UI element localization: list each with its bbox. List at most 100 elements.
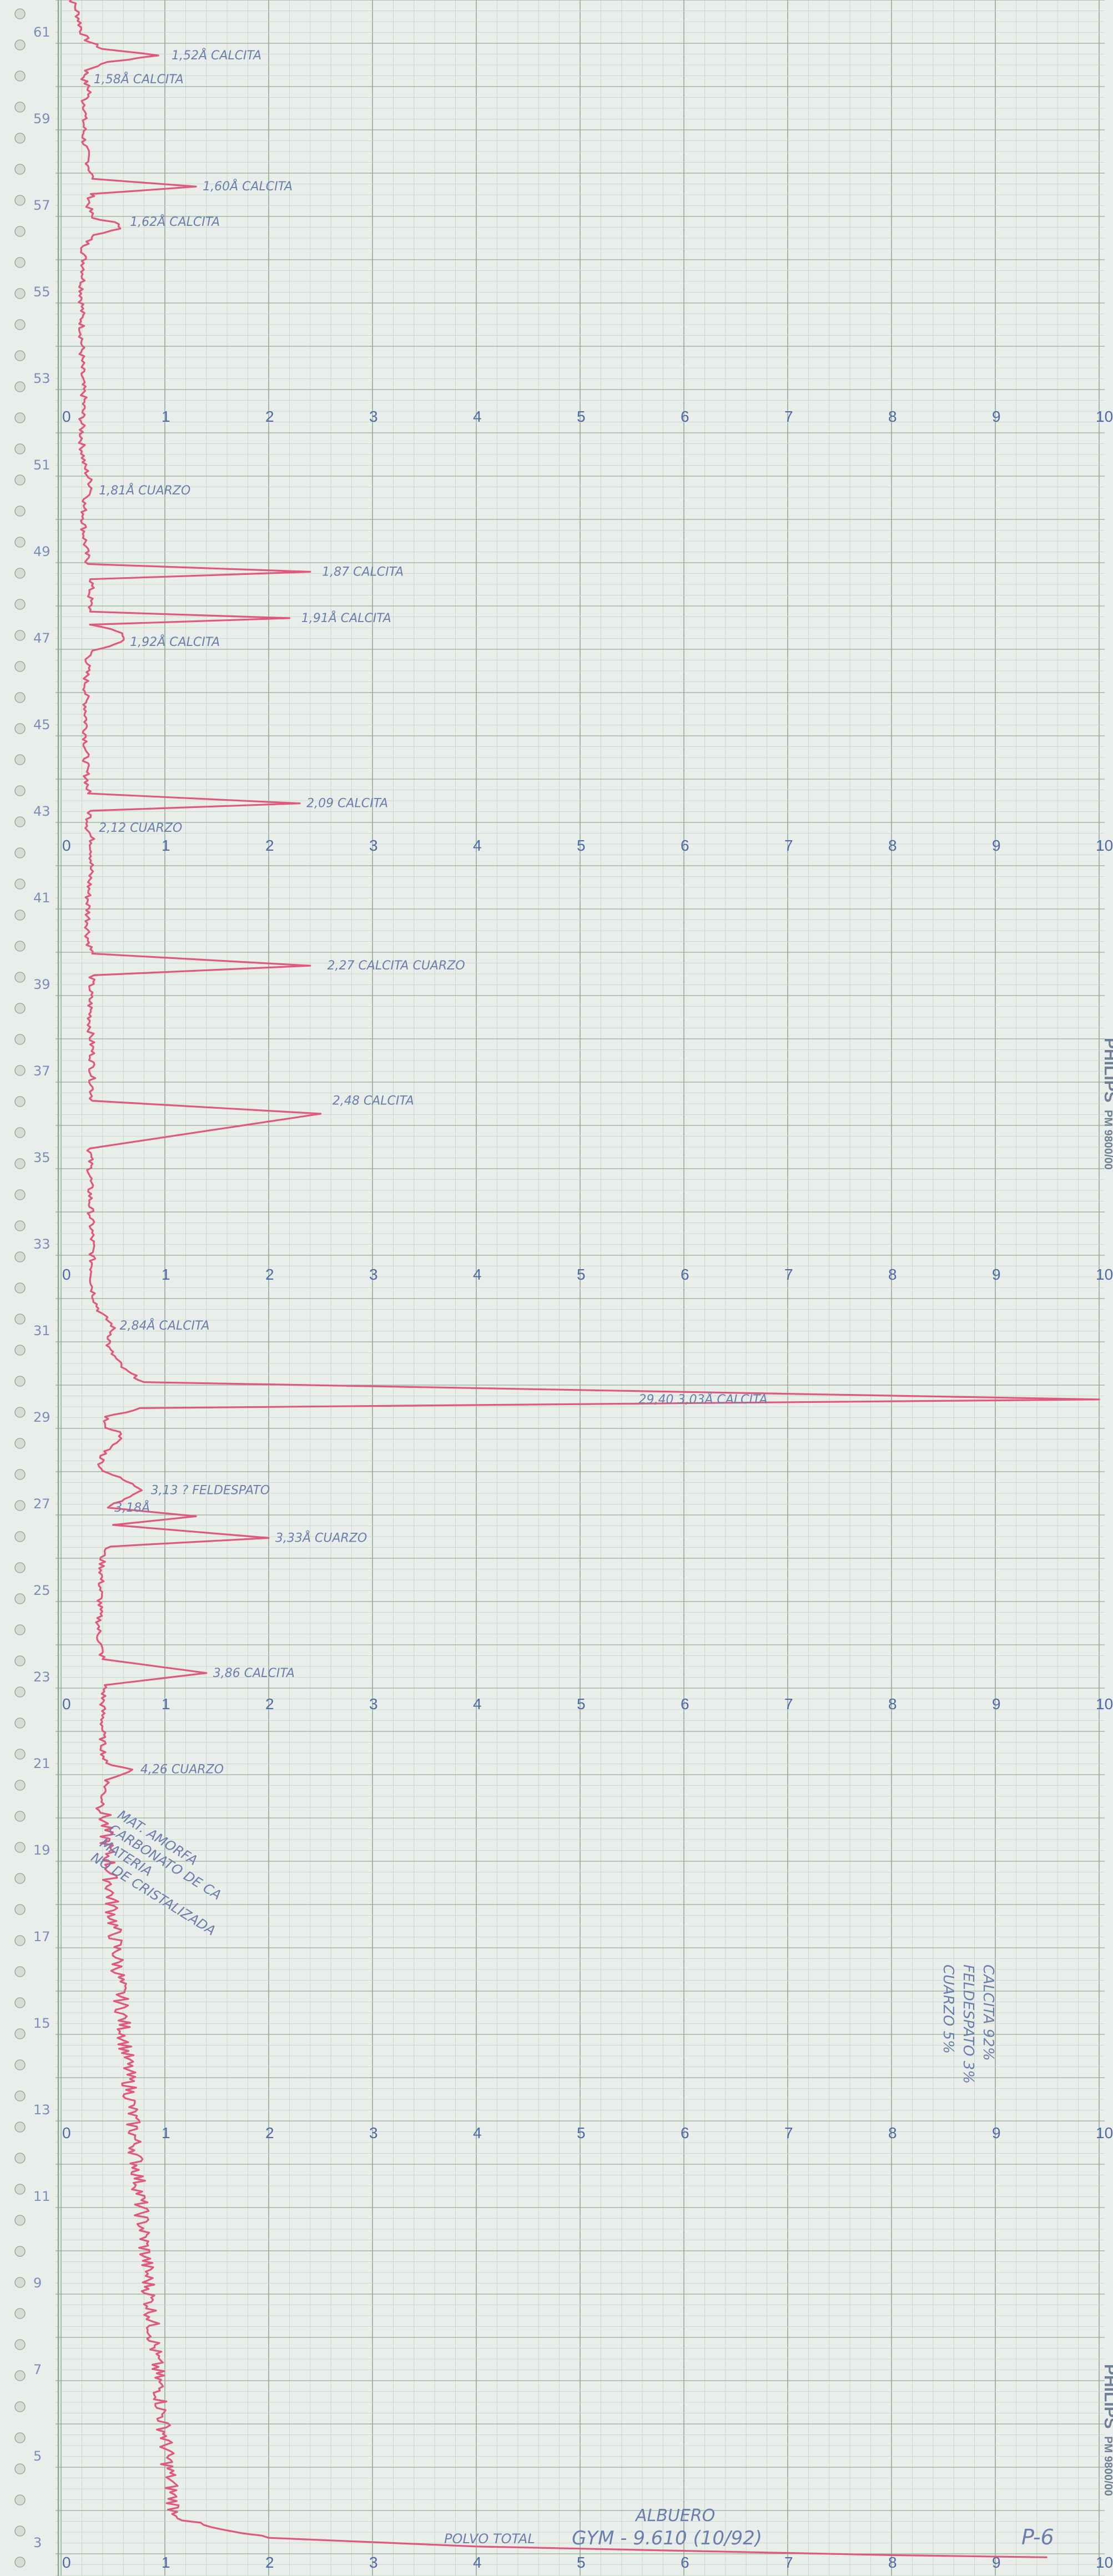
tick-label-intensity: 1	[162, 1266, 170, 1283]
peak-annotation: 29,40 3,03Å CALCITA	[639, 1392, 768, 1407]
peak-annotations: 1,52Å CALCITA 1,58Å CALCITA 1,60Å CALCITA 1…	[94, 48, 768, 1777]
sprocket-hole	[14, 2215, 26, 2226]
sprocket-hole	[14, 910, 26, 921]
footer-ref: GYM - 9.610 (10/92)	[572, 2527, 762, 2549]
sprocket-hole	[14, 1003, 26, 1014]
tick-label-two-theta: 51	[33, 457, 51, 473]
sprocket-hole	[14, 816, 26, 827]
tick-label-two-theta: 45	[33, 717, 51, 733]
tick-label-two-theta: 11	[33, 2189, 51, 2204]
tick-label-intensity: 4	[473, 2554, 482, 2571]
sprocket-hole	[14, 1034, 26, 1045]
tick-label-intensity: 1	[162, 1695, 170, 1713]
tick-label-intensity: 5	[577, 2554, 586, 2571]
sprocket-hole	[14, 39, 26, 50]
sprocket-hole	[14, 1282, 26, 1294]
tick-label-two-theta: 5	[33, 2448, 42, 2464]
tick-label-two-theta: 27	[33, 1496, 51, 1512]
peak-annotation: 1,60Å CALCITA	[203, 179, 293, 194]
tick-label-intensity: 3	[369, 1266, 378, 1283]
sprocket-hole	[14, 350, 26, 361]
sprocket-holes	[14, 8, 26, 2568]
chart-grid	[56, 0, 1105, 2576]
sprocket-hole	[14, 1624, 26, 1635]
peak-annotation: 3,33Å CUARZO	[275, 1530, 367, 1545]
tick-label-intensity: 6	[681, 1266, 689, 1283]
sprocket-hole	[14, 1718, 26, 1729]
tick-label-two-theta: 55	[33, 284, 51, 300]
sprocket-hole	[14, 599, 26, 610]
tick-label-intensity: 10	[1096, 1695, 1113, 1713]
tick-label-two-theta: 13	[33, 2102, 51, 2118]
tick-label-intensity: 7	[784, 2554, 793, 2571]
tick-label-intensity: 1	[162, 408, 170, 425]
composition-line: CALCITA 92%	[980, 1964, 996, 2061]
sprocket-hole	[14, 2557, 26, 2568]
tick-label-intensity: 10	[1096, 408, 1113, 425]
tick-label-intensity: 8	[888, 2124, 897, 2141]
tick-label-intensity: 3	[369, 837, 378, 854]
peak-annotation: 2,12 CUARZO	[99, 821, 182, 835]
tick-label-intensity: 7	[784, 1266, 793, 1283]
sprocket-hole	[14, 537, 26, 548]
tick-label-intensity: 6	[681, 2554, 689, 2571]
sprocket-hole	[14, 474, 26, 486]
tick-label-intensity: 5	[577, 2124, 586, 2141]
sprocket-hole	[14, 195, 26, 206]
sprocket-hole	[14, 381, 26, 392]
tick-label-intensity: 0	[62, 837, 71, 854]
sprocket-hole	[14, 164, 26, 175]
tick-label-two-theta: 21	[33, 1756, 51, 1771]
sprocket-hole	[14, 1749, 26, 1760]
sprocket-hole	[14, 1127, 26, 1138]
sprocket-hole	[14, 2370, 26, 2381]
sprocket-hole	[14, 2401, 26, 2412]
peak-annotation: 1,91Å CALCITA	[301, 610, 391, 625]
tick-label-intensity: 10	[1096, 2124, 1113, 2141]
tick-label-intensity: 2	[265, 837, 274, 854]
brand-maker: PHILIPS	[1101, 2364, 1113, 2429]
sprocket-hole	[14, 1314, 26, 1325]
tick-label-intensity: 9	[992, 2554, 1001, 2571]
brand-model: PM 9800/00	[1102, 2436, 1113, 2496]
tick-label-intensity: 8	[888, 1695, 897, 1713]
peak-annotation: 1,52Å CALCITA	[172, 48, 261, 63]
peak-annotation: 2,84Å CALCITA	[120, 1318, 210, 1333]
sprocket-hole	[14, 2526, 26, 2537]
tick-label-intensity: 1	[162, 2124, 170, 2141]
sprocket-hole	[14, 226, 26, 237]
tick-label-two-theta: 17	[33, 1929, 51, 1944]
sprocket-hole	[14, 1500, 26, 1511]
tick-label-intensity: 4	[473, 837, 482, 854]
footer-code: P-6	[1021, 2525, 1054, 2549]
sprocket-hole	[14, 1562, 26, 1573]
sprocket-hole	[14, 1780, 26, 1791]
tick-label-two-theta: 61	[33, 24, 51, 40]
composition-line: CUARZO 5%	[940, 1964, 956, 2054]
sprocket-hole	[14, 288, 26, 299]
sprocket-hole	[14, 133, 26, 144]
tick-label-intensity: 9	[992, 1695, 1001, 1713]
tick-label-intensity: 4	[473, 408, 482, 425]
sprocket-hole	[14, 70, 26, 82]
sprocket-hole	[14, 1842, 26, 1853]
tick-label-two-theta: 29	[33, 1410, 51, 1425]
tick-label-two-theta: 49	[33, 544, 51, 559]
peak-annotation: 3,86 CALCITA	[213, 1666, 295, 1680]
tick-label-intensity: 0	[62, 1695, 71, 1713]
brand-maker: PHILIPS	[1101, 1038, 1113, 1103]
tick-label-intensity: 8	[888, 408, 897, 425]
tick-label-two-theta: 9	[33, 2275, 42, 2291]
sprocket-hole	[14, 1935, 26, 1946]
sprocket-hole	[14, 2028, 26, 2039]
tick-label-intensity: 2	[265, 2554, 274, 2571]
sprocket-hole	[14, 1189, 26, 1200]
tick-label-intensity: 9	[992, 408, 1001, 425]
sprocket-hole	[14, 723, 26, 734]
tick-label-intensity: 6	[681, 2124, 689, 2141]
tick-label-intensity: 2	[265, 1695, 274, 1713]
composition-line: FELDESPATO 3%	[960, 1964, 976, 2084]
series-line	[69, 0, 1100, 2558]
tick-label-intensity: 6	[681, 408, 689, 425]
